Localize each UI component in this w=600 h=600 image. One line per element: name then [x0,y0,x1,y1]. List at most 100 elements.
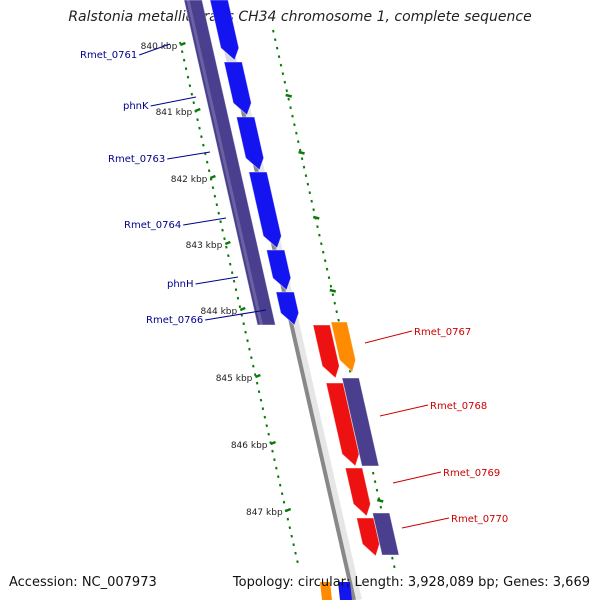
reverse-gene-label: Rmet_0769 [443,468,500,479]
reverse-gene-arrow-orange [330,321,357,373]
tick-dot [278,483,282,487]
tick-dot [335,310,338,314]
tick-dot [252,364,255,368]
ruler-label: 847 kbp [246,508,283,518]
label-leader-line [183,217,227,226]
label-leader-line [392,471,442,484]
tick-dot [289,106,292,110]
tick-dot [223,237,226,241]
ruler-major-tick [298,150,305,155]
forward-gene-label: Rmet_0766 [146,315,203,326]
tick-dot [273,38,277,42]
tick-dot [320,242,323,246]
tick-dot [272,29,275,33]
tick-dot [180,50,184,54]
tick-dot [205,160,209,164]
ruler-major-tick [329,288,337,293]
ruler-label: 841 kbp [156,108,193,118]
tick-dot [202,143,205,147]
tick-dot [255,381,259,385]
label-leader-line [195,276,239,285]
ruler-major-tick [254,373,261,379]
tick-dot [263,415,267,419]
tick-dot [259,398,263,402]
tick-dot [348,369,352,373]
tick-dot [211,186,215,190]
feature-fragment [338,582,352,600]
tick-dot [219,220,222,224]
reverse-gene-label: Rmet_0767 [414,327,471,338]
tick-dot [293,123,296,127]
tick-dot [261,407,265,411]
reverse-gene-arrow [344,467,371,517]
tick-dot [182,58,186,62]
tick-dot [192,101,196,105]
label-leader-line [379,404,429,417]
reverse-gene-label: Rmet_0768 [430,401,487,412]
cds-block-reverse [341,377,380,467]
label-leader-line [205,309,267,321]
tick-dot [325,267,329,271]
tick-dot [371,471,375,475]
forward-gene-arrow [248,171,282,249]
tick-dot [242,322,245,326]
ruler-major-tick [285,507,292,513]
cds-track-forward [183,0,276,326]
tick-dot [246,339,249,343]
tick-dot [291,114,294,118]
tick-dot [329,284,333,288]
label-leader-line [150,96,197,107]
tick-dot [285,89,289,93]
tick-dot [265,424,269,428]
tick-dot [281,72,285,76]
tick-dot [267,432,270,436]
tick-dot [250,356,253,360]
ruler-major-tick [209,174,216,180]
ruler-major-tick [285,93,292,98]
tick-dot [294,551,297,555]
tick-dot [316,225,319,229]
tick-dot [253,373,257,377]
forward-gene-arrow [265,249,292,291]
tick-dot [238,305,242,309]
tick-dot [186,75,190,79]
forward-gene-label: Rmet_0761 [80,50,137,61]
ruler-label: 846 kbp [231,441,268,451]
ruler-major-tick [239,306,246,312]
cds-block-reverse [372,512,400,556]
ruler-major-tick [224,240,231,246]
ruler-label: 843 kbp [186,241,223,251]
ruler-label: 845 kbp [216,374,253,384]
label-leader-line [167,151,211,160]
reverse-gene-label: Rmet_0770 [451,514,508,525]
tick-dot [257,390,261,394]
tick-dot [288,526,292,530]
tick-dot [236,296,240,300]
tick-dot [287,97,290,101]
tick-dot [391,556,394,560]
label-leader-line [139,43,171,56]
tick-dot [297,140,300,144]
forward-gene-label: phnH [167,279,194,290]
tick-dot [282,500,286,504]
reverse-gene-arrow [325,382,360,467]
tick-dot [228,262,232,266]
ruler-major-tick [194,107,201,113]
tick-dot [244,330,247,334]
tick-dot [295,131,298,135]
tick-dot [234,288,238,292]
tick-dot [279,63,283,67]
reverse-gene-arrow [312,324,340,379]
tick-dot [225,245,228,249]
forward-gene-label: Rmet_0764 [124,220,181,231]
tick-dot [232,279,236,283]
tick-dot [379,505,383,509]
tick-dot [312,208,315,212]
ruler-major-tick [270,440,276,446]
ruler-label: 842 kbp [171,175,208,185]
label-leader-line [364,330,413,344]
tick-dot [275,46,279,50]
map-title: Ralstonia metallidurans CH34 chromosome … [68,9,532,25]
tick-dot [318,233,321,237]
